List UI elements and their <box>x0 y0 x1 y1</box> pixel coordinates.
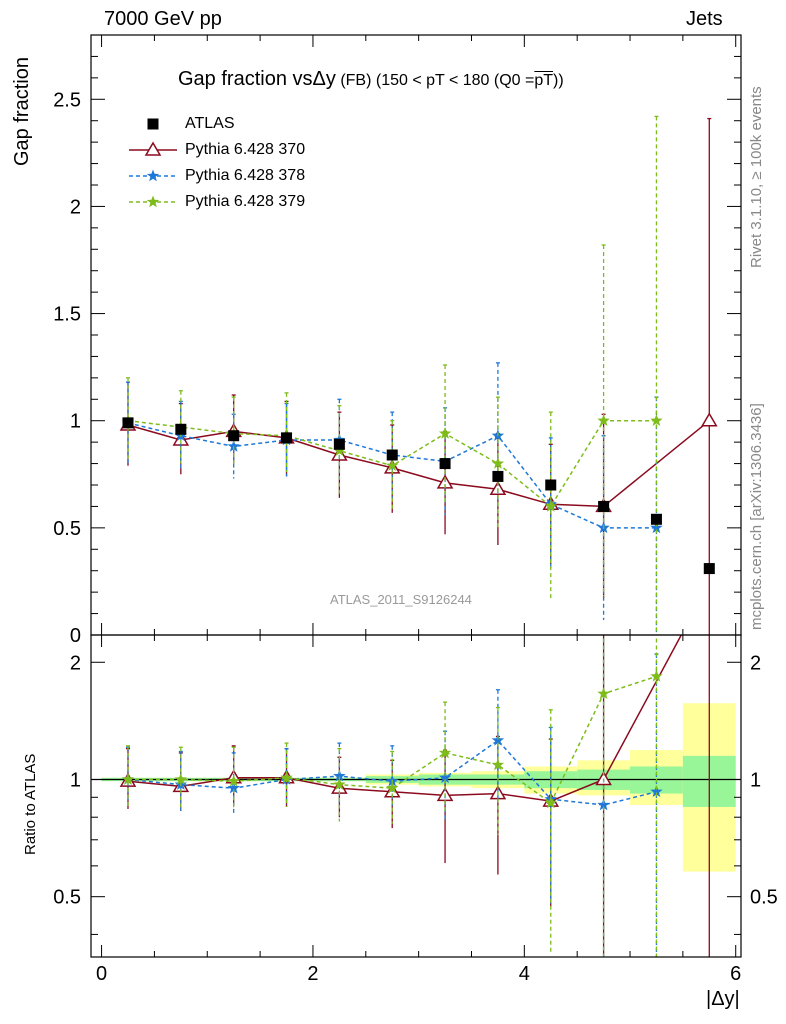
atlas-data-point <box>439 458 451 470</box>
ratio-y-tick-label-left: 1 <box>70 769 81 791</box>
ratio-plot-area <box>119 635 710 957</box>
ratio-pythia-378-point <box>650 785 663 797</box>
pythia-379-point <box>333 444 346 456</box>
main-title: Gap fraction vsΔy (FB) (150 < pT < 180 (… <box>178 68 564 91</box>
title-suffix-text: (FB) (150 < pT < 180 (Q0 = <box>340 72 535 89</box>
main-y-tick-label: 1.5 <box>53 304 81 326</box>
main-y-tick-label: 0 <box>70 625 81 647</box>
ratio-pythia-379-series <box>121 635 663 957</box>
ratio-y-tick-label-left: 2 <box>70 652 81 674</box>
ratio-pythia-379-point <box>597 687 610 699</box>
ratio-pythia-378-point <box>438 771 452 784</box>
ratio-pythia-378-point <box>333 769 346 782</box>
atlas-data-point <box>228 430 240 442</box>
legend-label-pythia-379: Pythia 6.428 379 <box>185 193 306 210</box>
ratio-pythia-378-point <box>227 781 240 794</box>
pythia-370-point <box>331 446 348 461</box>
atlas-data-point <box>386 449 398 461</box>
ratio-pythia-379-point <box>438 746 452 759</box>
title-end-text: )) <box>553 72 564 89</box>
legend-label-pythia-378: Pythia 6.428 378 <box>185 167 306 184</box>
energy-label: 7000 GeV pp <box>104 8 222 30</box>
ratio-pythia-378-point <box>597 798 610 811</box>
pythia-370-point <box>700 412 718 427</box>
pythia-379-point <box>386 459 399 471</box>
ratio-pythia-379-point <box>386 781 399 794</box>
atlas-data-point <box>703 563 715 575</box>
ratio-y-tick-label-right: 1 <box>750 769 761 791</box>
main-plot-area <box>119 115 718 635</box>
main-y-tick-label: 2 <box>70 196 81 218</box>
legend-marker-atlas <box>147 118 159 130</box>
pythia-379-point <box>491 457 505 469</box>
x-tick-label: 4 <box>519 963 530 985</box>
mcplots-reference-label: mcplots.cern.ch [arXiv:1306.3436] <box>748 403 765 630</box>
ratio-pythia-379-point <box>544 796 557 809</box>
atlas-data-point <box>492 470 504 482</box>
pythia-370-line <box>127 420 710 508</box>
x-tick-label: 0 <box>96 963 107 985</box>
x-tick-label: 2 <box>307 963 318 985</box>
pythia-378-point <box>650 521 663 534</box>
pythia-378-point <box>227 439 240 452</box>
analysis-watermark: ATLAS_2011_S9126244 <box>330 592 472 607</box>
ratio-pythia-378-point <box>491 733 505 746</box>
main-y-axis-label: Gap fraction <box>11 57 33 166</box>
ratio-pythia-379-point <box>333 778 346 790</box>
ratio-y-tick-label-left: 0.5 <box>53 887 81 909</box>
legend <box>129 118 177 208</box>
ratio-y-axis-label: Ratio to ATLAS <box>22 753 39 855</box>
atlas-data-point <box>333 438 345 450</box>
title-overline-text: pT <box>534 72 554 89</box>
atlas-data-point <box>598 500 610 512</box>
ratio-pythia-379-point <box>280 771 293 784</box>
title-main-text: Gap fraction vsΔy <box>178 68 336 90</box>
atlas-data-point <box>650 513 662 525</box>
ratio-frame <box>90 634 742 958</box>
ratio-bands <box>91 703 741 872</box>
main-y-tick-label: 0.5 <box>53 518 81 540</box>
atlas-data-point <box>122 417 134 429</box>
pythia-379-point <box>597 414 610 426</box>
atlas-data-point <box>175 423 187 435</box>
ratio-pythia-379-point <box>650 669 663 682</box>
legend-marker <box>144 141 162 156</box>
pythia-379-point <box>650 414 663 426</box>
main-y-tick-label: 1 <box>70 411 81 433</box>
ratio-pythia-379-point <box>491 758 505 771</box>
atlas-data-point <box>545 479 557 491</box>
pythia-379-point <box>438 427 452 439</box>
legend-label-atlas: ATLAS <box>185 115 235 132</box>
legend-marker <box>146 195 160 208</box>
x-axis-label: |Δy| <box>706 988 740 1010</box>
x-tick-label: 6 <box>730 963 741 985</box>
ratio-pythia-379-point <box>121 773 135 785</box>
atlas-data-point <box>281 432 293 444</box>
pythia-379-point <box>544 499 557 512</box>
legend-marker <box>146 169 160 182</box>
rivet-version-label: Rivet 3.1.10, ≥ 100k events <box>748 86 765 268</box>
ratio-pythia-379-point <box>174 773 187 785</box>
ratio-pythia-379-point <box>227 774 240 787</box>
main-y-tick-label: 2.5 <box>53 89 81 111</box>
ratio-y-tick-label-right: 2 <box>750 652 761 674</box>
process-label: Jets <box>686 8 723 30</box>
legend-label-pythia-370: Pythia 6.428 370 <box>185 141 306 158</box>
ratio-y-tick-label-right: 0.5 <box>750 887 778 909</box>
